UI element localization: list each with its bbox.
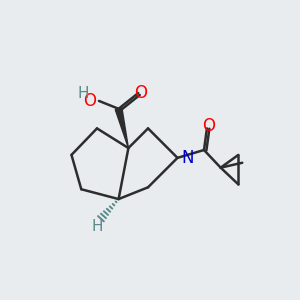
Text: O: O	[134, 84, 147, 102]
Text: O: O	[202, 117, 215, 135]
Text: N: N	[182, 149, 194, 167]
Text: H: H	[77, 85, 89, 100]
Text: O: O	[83, 92, 96, 110]
Polygon shape	[115, 108, 128, 148]
Text: H: H	[91, 219, 103, 234]
